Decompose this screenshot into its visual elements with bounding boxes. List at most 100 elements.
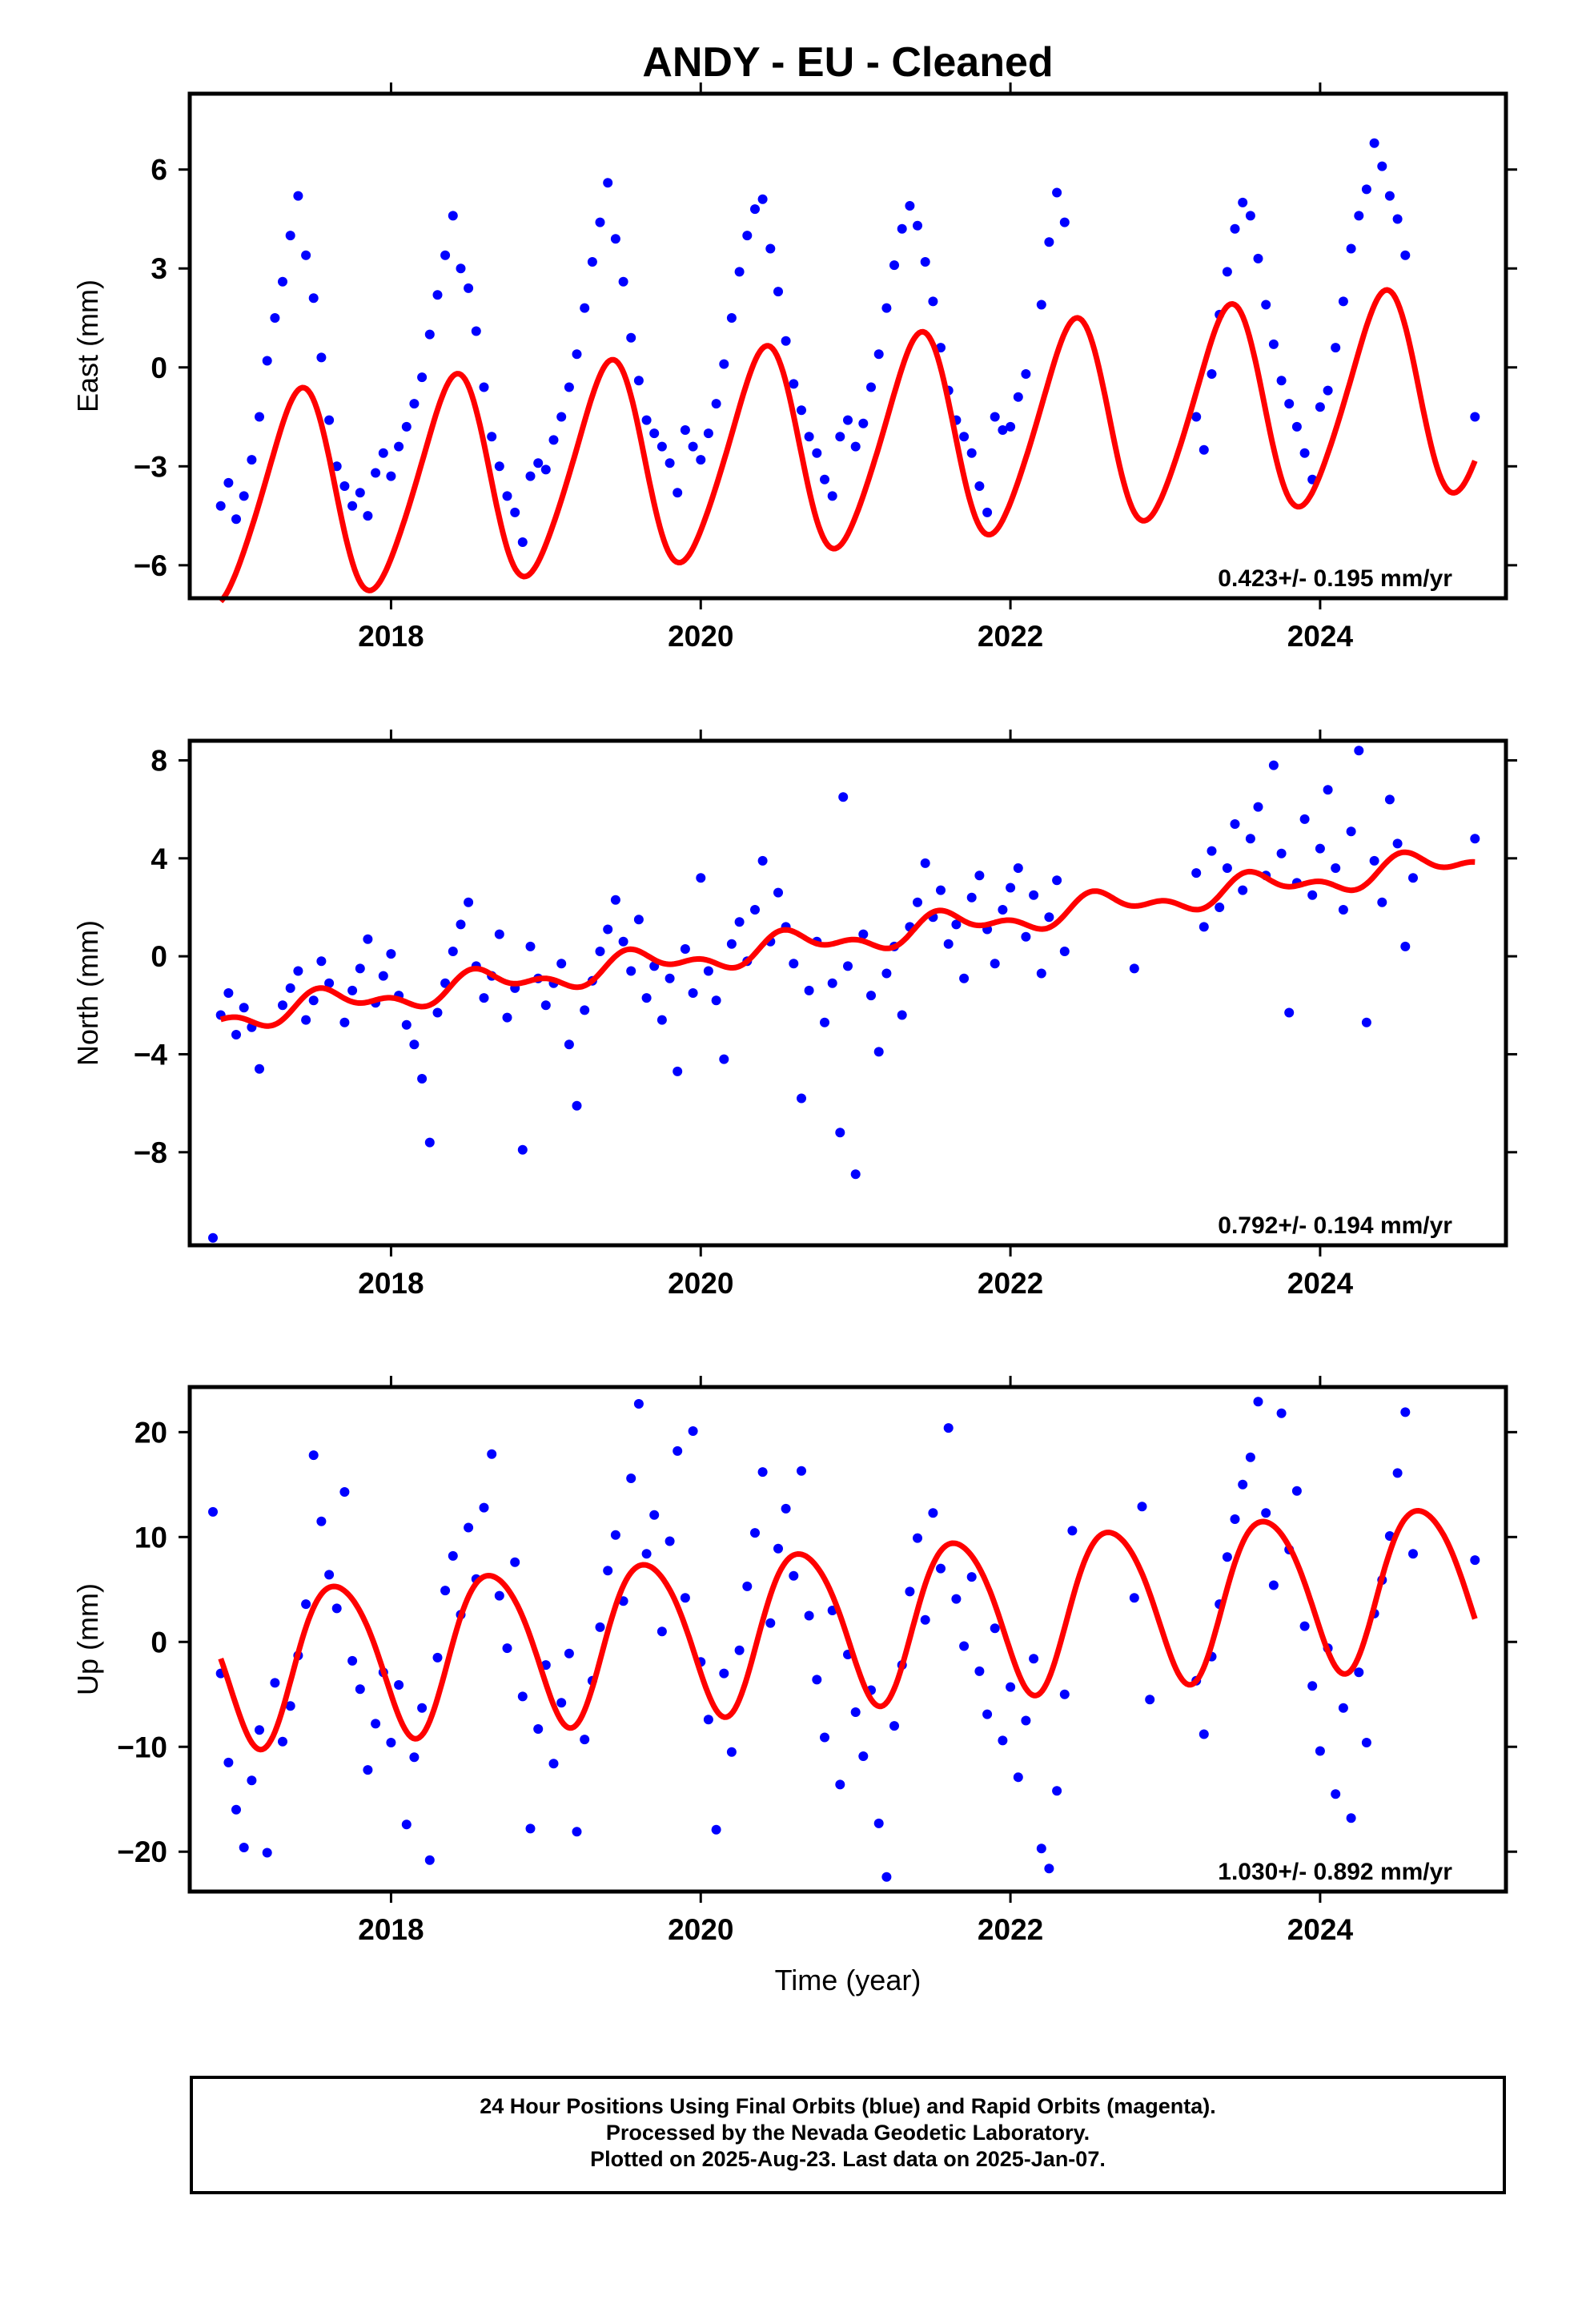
footer-line-2: Processed by the Nevada Geodetic Laborat… bbox=[605, 2121, 1090, 2145]
north-data-point bbox=[1044, 912, 1054, 923]
north-x-tick-label: 2018 bbox=[358, 1267, 424, 1300]
up-data-point bbox=[339, 1487, 350, 1497]
east-data-point bbox=[1331, 343, 1341, 353]
east-data-point bbox=[448, 211, 458, 221]
east-data-point bbox=[510, 507, 520, 517]
north-data-point bbox=[1268, 760, 1279, 770]
up-data-point bbox=[417, 1703, 428, 1713]
up-rate-annotation: 1.030+/- 0.892 mm/yr bbox=[1218, 1859, 1452, 1885]
east-data-point bbox=[866, 382, 876, 392]
north-data-point bbox=[1207, 846, 1217, 856]
up-data-point bbox=[239, 1843, 249, 1852]
east-data-point bbox=[386, 471, 396, 481]
up-data-point bbox=[656, 1626, 667, 1637]
up-data-point bbox=[386, 1738, 396, 1747]
north-data-point bbox=[750, 905, 760, 915]
north-data-point bbox=[873, 1047, 884, 1057]
up-data-point bbox=[936, 1563, 946, 1574]
north-data-point bbox=[719, 1054, 729, 1064]
east-data-point bbox=[804, 432, 814, 442]
east-data-point bbox=[905, 201, 915, 211]
up-data-point bbox=[401, 1819, 412, 1830]
north-data-point bbox=[626, 966, 636, 976]
north-data-point bbox=[456, 919, 466, 930]
up-data-point bbox=[1222, 1552, 1232, 1562]
up-data-point bbox=[371, 1719, 381, 1729]
north-data-point bbox=[1315, 843, 1325, 854]
north-data-point bbox=[1307, 890, 1318, 900]
up-data-point bbox=[943, 1423, 954, 1433]
north-data-point bbox=[858, 929, 869, 939]
east-data-point bbox=[843, 415, 853, 425]
north-data-point bbox=[998, 905, 1008, 915]
north-data-point bbox=[936, 885, 946, 895]
east-data-point bbox=[339, 481, 350, 491]
north-data-point bbox=[572, 1100, 582, 1111]
east-data-point bbox=[424, 329, 435, 340]
north-data-point bbox=[301, 1015, 311, 1025]
up-data-point bbox=[781, 1503, 791, 1514]
east-data-point bbox=[525, 471, 536, 481]
up-data-point bbox=[974, 1666, 985, 1676]
east-x-tick-label: 2022 bbox=[978, 620, 1043, 653]
up-data-point bbox=[889, 1721, 899, 1731]
east-data-point bbox=[966, 448, 977, 458]
up-data-point bbox=[703, 1715, 713, 1725]
up-data-point bbox=[1245, 1452, 1255, 1462]
up-data-point bbox=[278, 1736, 287, 1747]
north-data-point bbox=[432, 1007, 443, 1018]
north-data-point bbox=[1354, 746, 1364, 756]
north-data-point bbox=[556, 959, 567, 969]
north-data-point bbox=[424, 1137, 435, 1148]
up-data-point bbox=[610, 1530, 620, 1540]
up-data-point bbox=[673, 1445, 683, 1456]
east-data-point bbox=[959, 432, 970, 442]
up-data-point bbox=[951, 1594, 962, 1604]
north-data-point bbox=[688, 988, 698, 998]
north-data-point bbox=[1029, 890, 1039, 900]
north-frame bbox=[187, 738, 1508, 1248]
north-y-axis-label: North (mm) bbox=[71, 920, 104, 1066]
up-data-point bbox=[734, 1645, 745, 1655]
up-data-point bbox=[556, 1698, 567, 1708]
footer-line-1: 24 Hour Positions Using Final Orbits (bl… bbox=[480, 2094, 1216, 2118]
east-data-point bbox=[239, 491, 249, 501]
east-data-point bbox=[641, 415, 652, 425]
up-data-point bbox=[1059, 1689, 1070, 1699]
up-data-point bbox=[270, 1678, 280, 1688]
up-frame bbox=[187, 1385, 1508, 1894]
east-data-point bbox=[765, 243, 776, 254]
up-data-point bbox=[564, 1648, 574, 1659]
north-data-point bbox=[797, 1093, 806, 1104]
east-data-point bbox=[990, 412, 1000, 422]
north-data-point bbox=[339, 1017, 350, 1027]
north-data-point bbox=[951, 919, 962, 930]
up-data-point bbox=[494, 1590, 504, 1601]
up-data-point bbox=[479, 1502, 489, 1513]
up-data-point bbox=[548, 1759, 559, 1769]
north-data-point bbox=[633, 915, 644, 925]
up-x-tick-label: 2024 bbox=[1287, 1913, 1354, 1946]
east-data-point bbox=[696, 455, 706, 465]
east-y-axis-label: East (mm) bbox=[71, 279, 104, 412]
east-data-point bbox=[533, 458, 544, 468]
east-data-point bbox=[889, 260, 899, 271]
up-data-point bbox=[1238, 1479, 1248, 1490]
east-data-point bbox=[479, 382, 489, 392]
east-data-point bbox=[1291, 421, 1302, 432]
up-y-axis-label: Up (mm) bbox=[71, 1583, 104, 1695]
up-y-tick-label: −10 bbox=[117, 1731, 167, 1763]
east-y-tick-label: 6 bbox=[151, 154, 167, 187]
east-data-point bbox=[881, 303, 892, 313]
east-data-point bbox=[680, 425, 690, 435]
north-data-point bbox=[1400, 941, 1411, 951]
east-data-point bbox=[587, 257, 597, 267]
east-data-point bbox=[789, 379, 799, 389]
up-data-point bbox=[765, 1618, 776, 1628]
east-data-point bbox=[548, 435, 559, 445]
east-data-point bbox=[1369, 138, 1379, 148]
north-data-point bbox=[448, 947, 458, 956]
east-data-point bbox=[618, 276, 628, 287]
up-data-point bbox=[835, 1779, 845, 1790]
north-data-point bbox=[1276, 848, 1287, 858]
